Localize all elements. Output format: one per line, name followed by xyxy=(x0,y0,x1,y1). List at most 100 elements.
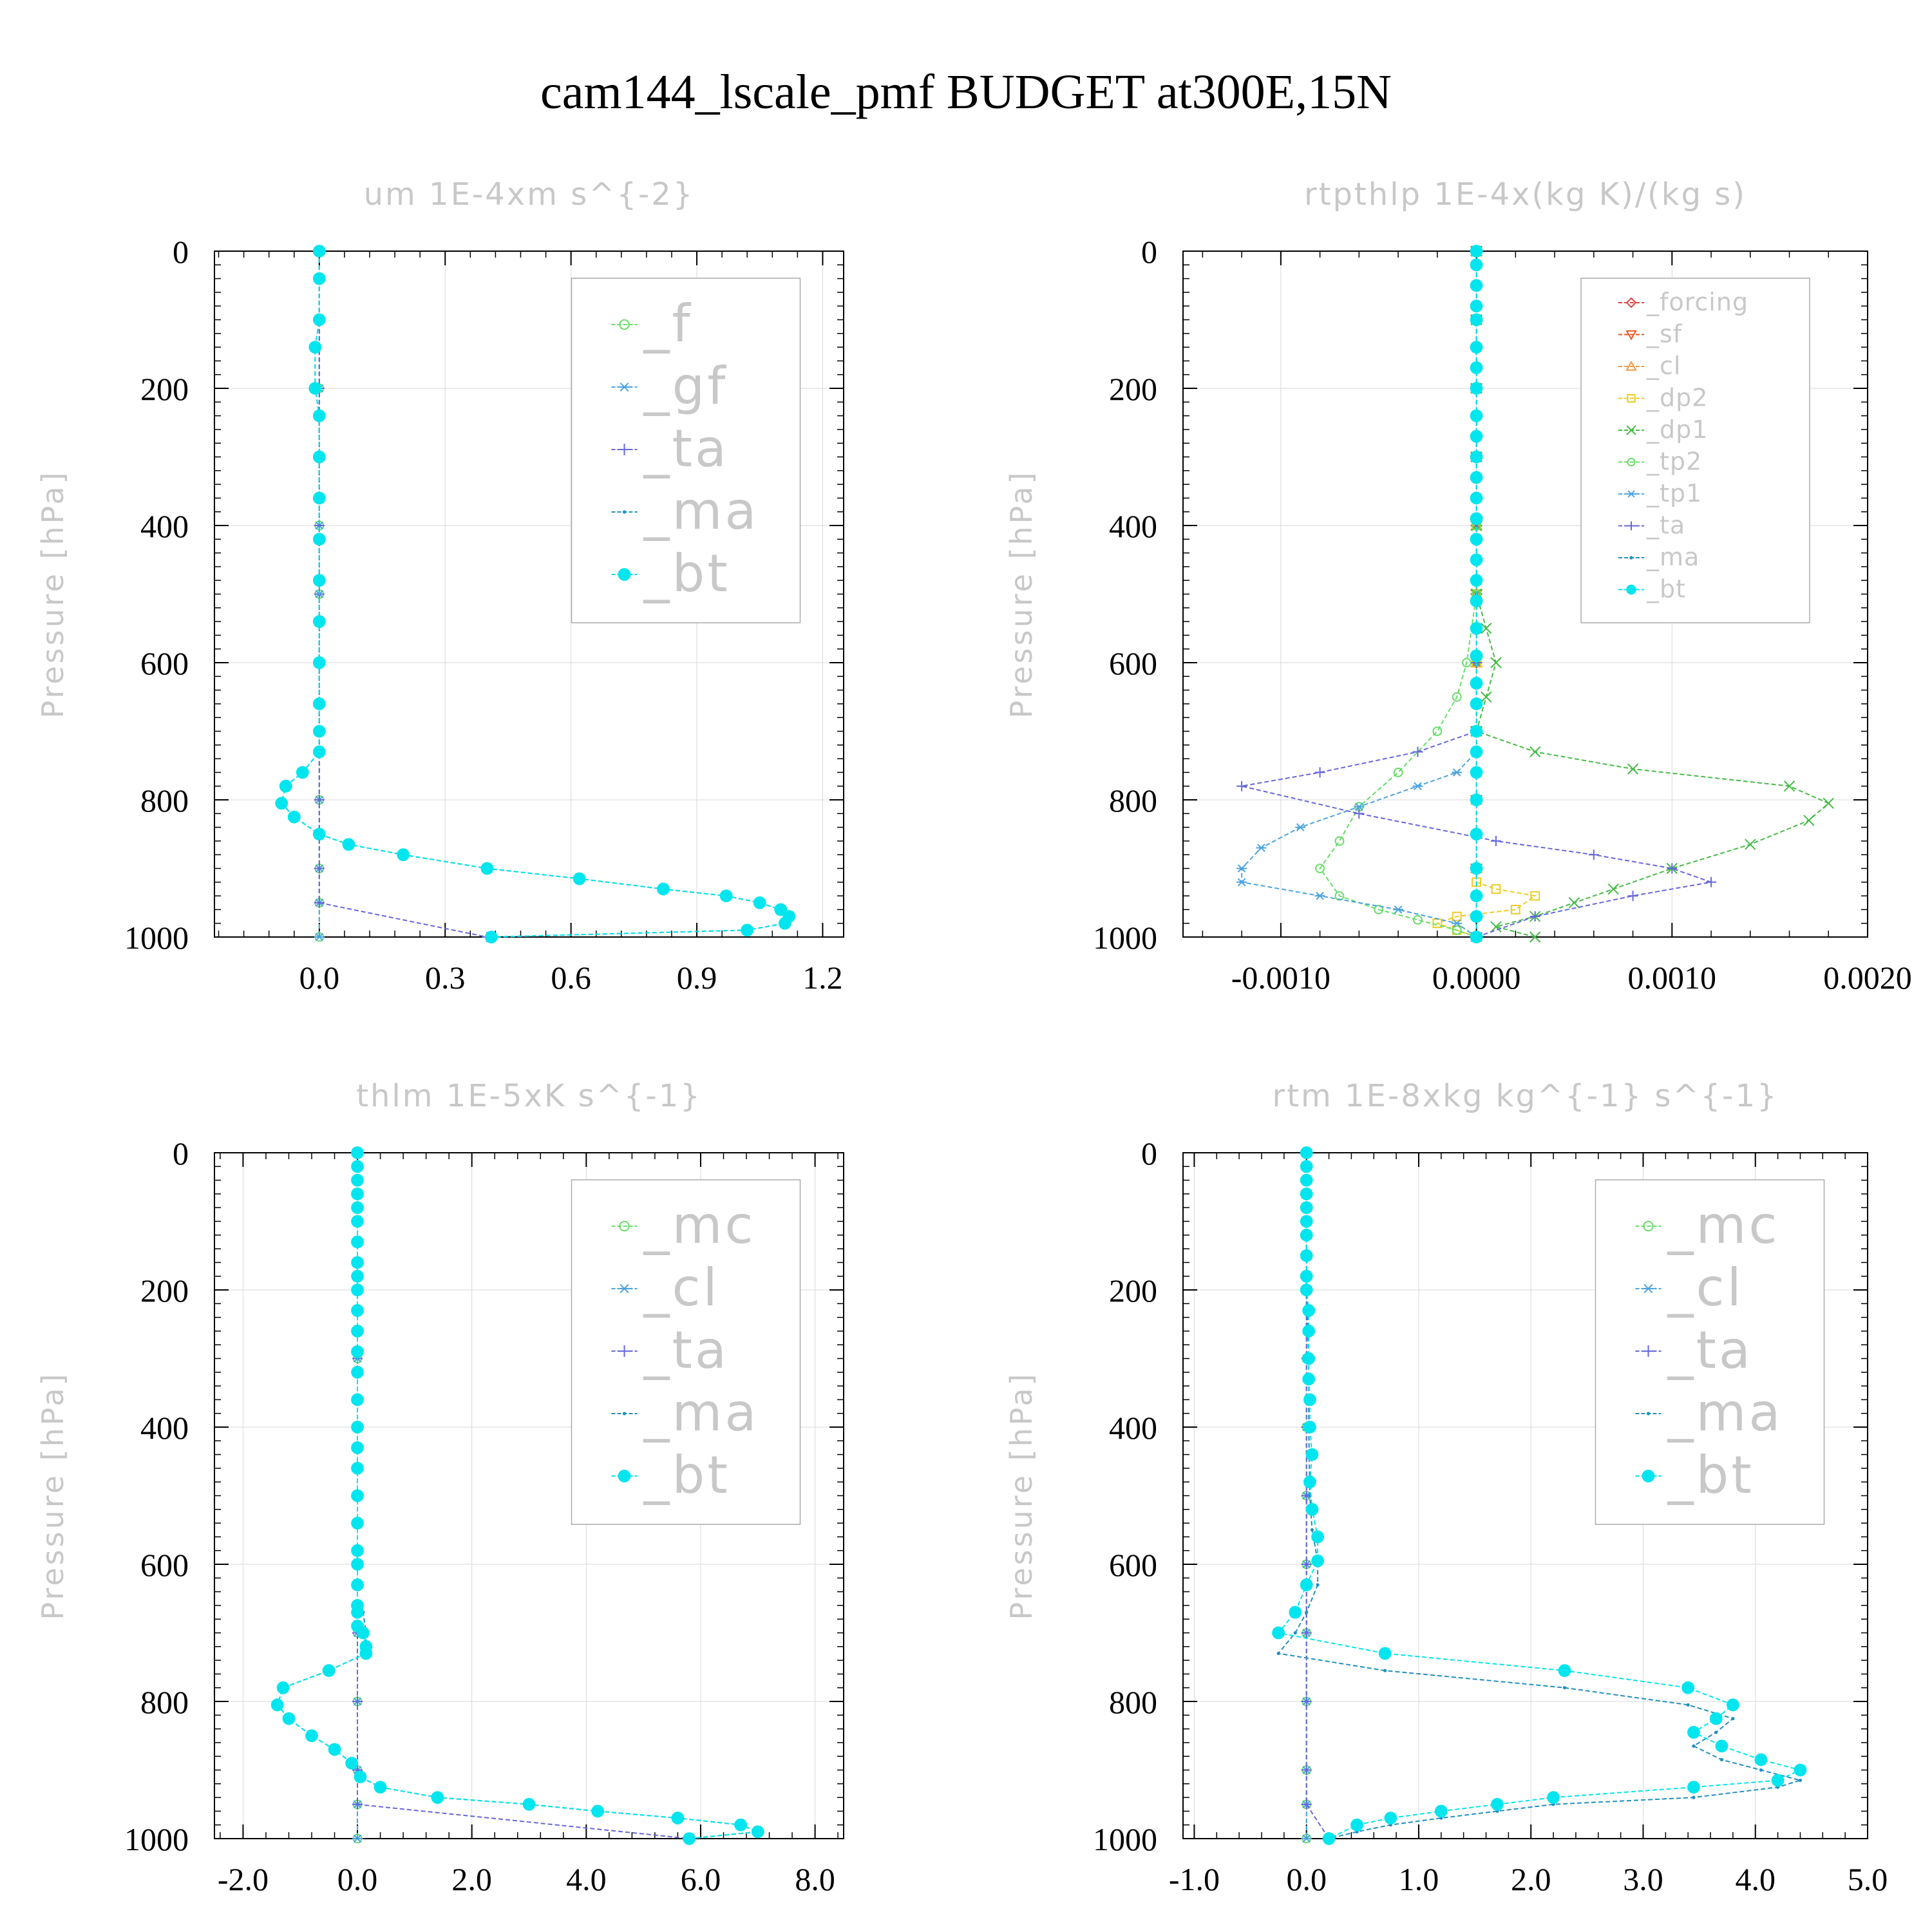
data-point xyxy=(312,697,326,710)
x-tick-label: 1.2 xyxy=(802,960,843,996)
y-tick-label: 0 xyxy=(1141,1135,1157,1171)
data-point xyxy=(1745,838,1756,850)
data-point xyxy=(270,1698,284,1712)
legend-label: _ta xyxy=(1667,1320,1753,1380)
y-tick-label: 800 xyxy=(140,782,189,819)
legend-label: _tp2 xyxy=(1646,448,1702,476)
data-point xyxy=(351,1201,364,1215)
data-point xyxy=(1470,621,1483,635)
data-point xyxy=(1383,1669,1387,1672)
data-point xyxy=(1692,1795,1696,1799)
x-tick-label: 0.9 xyxy=(677,960,717,996)
data-point xyxy=(374,1781,387,1794)
data-point xyxy=(1490,921,1502,933)
data-point xyxy=(1303,1393,1316,1406)
data-point xyxy=(351,1345,364,1358)
y-tick-label: 600 xyxy=(1109,1547,1157,1583)
data-point xyxy=(1236,781,1247,791)
legend-marker xyxy=(1642,1283,1654,1294)
data-point xyxy=(351,1578,364,1591)
legend-label: _mc xyxy=(1667,1195,1780,1255)
y-axis-label: Pressure [hPa] xyxy=(35,1372,70,1620)
data-point xyxy=(1470,574,1483,587)
data-point xyxy=(1314,891,1325,900)
panel-title: rtpthlp 1E-4x(kg K)/(kg s) xyxy=(1304,176,1747,213)
chart-panel-4: 0 200 400 600 800 1000 -1.0 0.0 1.0 2.0 3.0 4.0 5.0 r… xyxy=(1004,1078,1888,1897)
legend-box xyxy=(571,278,801,623)
data-point xyxy=(522,1797,536,1811)
legend-label: _ta xyxy=(643,419,729,478)
data-point xyxy=(1293,1631,1297,1635)
y-tick-label: 400 xyxy=(140,1410,189,1446)
plot-frame xyxy=(214,1152,844,1839)
data-point xyxy=(308,341,322,354)
data-point xyxy=(1300,1578,1313,1591)
data-point xyxy=(276,1681,290,1694)
data-point xyxy=(1470,341,1483,354)
data-point xyxy=(1798,1778,1803,1783)
data-point xyxy=(312,450,326,464)
series-line xyxy=(1319,251,1477,938)
x-tick-label: 0.0 xyxy=(299,960,340,996)
data-point xyxy=(1276,1651,1280,1656)
data-point xyxy=(1470,793,1483,806)
legend-marker xyxy=(1626,584,1636,595)
legend-marker xyxy=(622,510,627,514)
legend-marker xyxy=(1642,1470,1655,1482)
data-point xyxy=(1393,905,1404,914)
y-tick-label: 1000 xyxy=(124,920,189,956)
data-point xyxy=(282,1712,296,1725)
data-point xyxy=(312,272,326,285)
data-point xyxy=(352,1834,363,1843)
data-point xyxy=(1686,1703,1690,1707)
x-tick-label: 2.0 xyxy=(451,1861,492,1897)
panel-title: thlm 1E-5xK s^{-1} xyxy=(356,1078,702,1114)
series-bt xyxy=(1470,245,1483,943)
x-tick-label: 0.6 xyxy=(551,960,591,996)
data-point xyxy=(312,615,326,628)
data-point xyxy=(657,882,670,896)
data-point xyxy=(351,1304,364,1317)
legend-label: _mc xyxy=(643,1195,756,1255)
x-tick-label: 0.3 xyxy=(425,960,466,996)
x-tick-label: 6.0 xyxy=(681,1861,721,1897)
data-point xyxy=(480,862,494,875)
x-tick-label: 0.0000 xyxy=(1432,960,1521,996)
data-point xyxy=(1470,594,1483,608)
data-point xyxy=(1412,746,1423,757)
x-tick-label: 0.0 xyxy=(1286,1861,1327,1897)
data-point xyxy=(1490,835,1501,846)
plot-frame xyxy=(1182,1152,1868,1839)
data-point xyxy=(1470,512,1483,526)
data-point xyxy=(1687,1781,1700,1794)
y-tick-label: 600 xyxy=(140,1547,189,1583)
panel-title: rtm 1E-8xkg kg^{-1} s^{-1} xyxy=(1272,1078,1778,1114)
x-tick-label: 0.0020 xyxy=(1823,960,1912,996)
data-point xyxy=(1452,768,1463,777)
data-point xyxy=(1272,1626,1285,1640)
data-point xyxy=(1413,914,1423,925)
legend-box xyxy=(1595,1179,1825,1525)
legend-label: _gf xyxy=(643,356,728,416)
data-point xyxy=(351,1215,364,1228)
legend-label: _dp1 xyxy=(1646,415,1708,444)
y-tick-label: 400 xyxy=(1109,508,1157,544)
data-point xyxy=(1302,1352,1316,1365)
data-point xyxy=(351,1188,364,1200)
data-point xyxy=(484,931,498,943)
data-point xyxy=(296,766,309,779)
data-point xyxy=(753,896,766,909)
data-point xyxy=(1302,1372,1316,1386)
data-point xyxy=(287,810,301,824)
data-point xyxy=(1384,1812,1397,1824)
y-tick-label: 200 xyxy=(140,371,189,407)
data-point xyxy=(1470,450,1483,464)
x-tick-label: 4.0 xyxy=(566,1861,607,1897)
data-point xyxy=(1303,1475,1316,1489)
data-point xyxy=(1334,836,1345,846)
data-point xyxy=(397,848,410,862)
chart-panel-1: 0 200 400 600 800 1000 0.0 0.3 0.6 0.9 1.2 um 1E-4x… xyxy=(35,176,844,996)
data-point xyxy=(1300,1146,1313,1159)
legend-box xyxy=(571,1179,801,1525)
